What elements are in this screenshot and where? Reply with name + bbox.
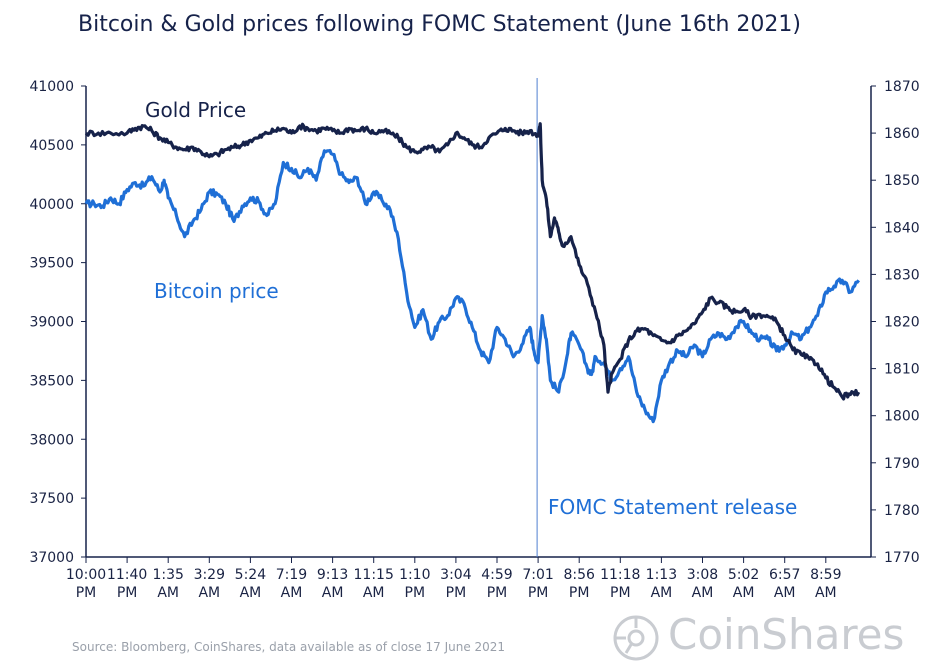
x-tick-label: AM	[692, 585, 714, 601]
series-layer	[84, 122, 861, 424]
x-tick-label: AM	[651, 585, 673, 601]
x-tick-label: 7:19	[276, 567, 307, 583]
left-tick-label: 40000	[29, 197, 74, 213]
logo-mark-icon	[613, 615, 659, 661]
x-tick-label: 3:04	[440, 567, 472, 583]
chart-title: Bitcoin & Gold prices following FOMC Sta…	[78, 12, 801, 37]
fomc-event-label: FOMC Statement release	[548, 495, 797, 519]
x-tick-label: 11:15	[354, 567, 394, 583]
left-tick-label: 38000	[29, 432, 74, 448]
x-tick-label: 7:01	[522, 567, 553, 583]
left-tick-label: 38500	[29, 373, 74, 389]
annotation-layer: Gold Price Bitcoin price FOMC Statement re…	[145, 98, 797, 519]
x-tick-label: AM	[281, 585, 303, 601]
left-tick-label: 41000	[29, 79, 74, 95]
x-tick-label: AM	[733, 585, 755, 601]
x-tick-label: PM	[117, 585, 138, 601]
x-tick-label: 9:13	[317, 567, 348, 583]
series-line-bitcoin	[84, 148, 860, 424]
series-line-gold	[84, 122, 861, 401]
right-tick-label: 1800	[884, 409, 920, 425]
right-tick-label: 1780	[884, 503, 920, 519]
left-tick-label: 39500	[29, 256, 74, 272]
right-tick-label: 1850	[884, 173, 920, 189]
right-tick-label: 1860	[884, 126, 920, 142]
x-tick-label: AM	[240, 585, 262, 601]
right-tick-label: 1870	[884, 79, 920, 95]
x-tick-label: 3:08	[687, 567, 718, 583]
x-tick-label: AM	[363, 585, 385, 601]
gold-series-label: Gold Price	[145, 98, 246, 122]
x-tick-label: 5:24	[235, 567, 267, 583]
logo-wordmark: CoinShares	[668, 610, 905, 659]
x-tick-label: PM	[528, 585, 549, 601]
x-tick-label: 10:00	[66, 567, 106, 583]
x-tick-label: 8:56	[563, 567, 595, 583]
left-tick-label: 37000	[29, 550, 74, 566]
x-tick-label: AM	[774, 585, 796, 601]
left-tick-label: 40500	[29, 138, 74, 154]
x-tick-label: PM	[610, 585, 631, 601]
x-tick-label: 5:02	[728, 567, 759, 583]
left-tick-label: 39000	[29, 315, 74, 331]
axes: 37000 37500 38000 38500 39000 39500 40000 40500…	[29, 79, 919, 601]
right-tick-label: 1820	[884, 315, 920, 331]
x-tick-label: 11:40	[107, 567, 147, 583]
coinshares-logo: CoinShares	[612, 608, 942, 664]
x-tick-label: 4:59	[481, 567, 512, 583]
right-tick-label: 1810	[884, 362, 920, 378]
x-tick-label: PM	[405, 585, 426, 601]
bitcoin-series-label: Bitcoin price	[154, 279, 279, 303]
source-note: Source: Bloomberg, CoinShares, data avai…	[72, 640, 506, 654]
right-tick-label: 1840	[884, 220, 920, 236]
x-tick-label: 1:35	[152, 567, 183, 583]
left-tick-label: 37500	[29, 491, 74, 507]
x-tick-label: 1:13	[646, 567, 677, 583]
x-tick-label: PM	[487, 585, 508, 601]
x-tick-label: PM	[76, 585, 97, 601]
x-tick-label: AM	[157, 585, 179, 601]
right-tick-label: 1790	[884, 456, 920, 472]
x-tick-label: AM	[198, 585, 220, 601]
x-tick-label: AM	[815, 585, 837, 601]
x-tick-label: 8:59	[810, 567, 841, 583]
x-tick-label: 1:10	[399, 567, 430, 583]
x-tick-label: PM	[446, 585, 467, 601]
right-tick-label: 1830	[884, 267, 920, 283]
right-tick-label: 1770	[884, 550, 920, 566]
x-tick-label: 11:18	[600, 567, 640, 583]
x-tick-label: 3:29	[194, 567, 225, 583]
x-tick-label: AM	[322, 585, 344, 601]
x-tick-label: 6:57	[769, 567, 800, 583]
x-tick-label: PM	[569, 585, 590, 601]
